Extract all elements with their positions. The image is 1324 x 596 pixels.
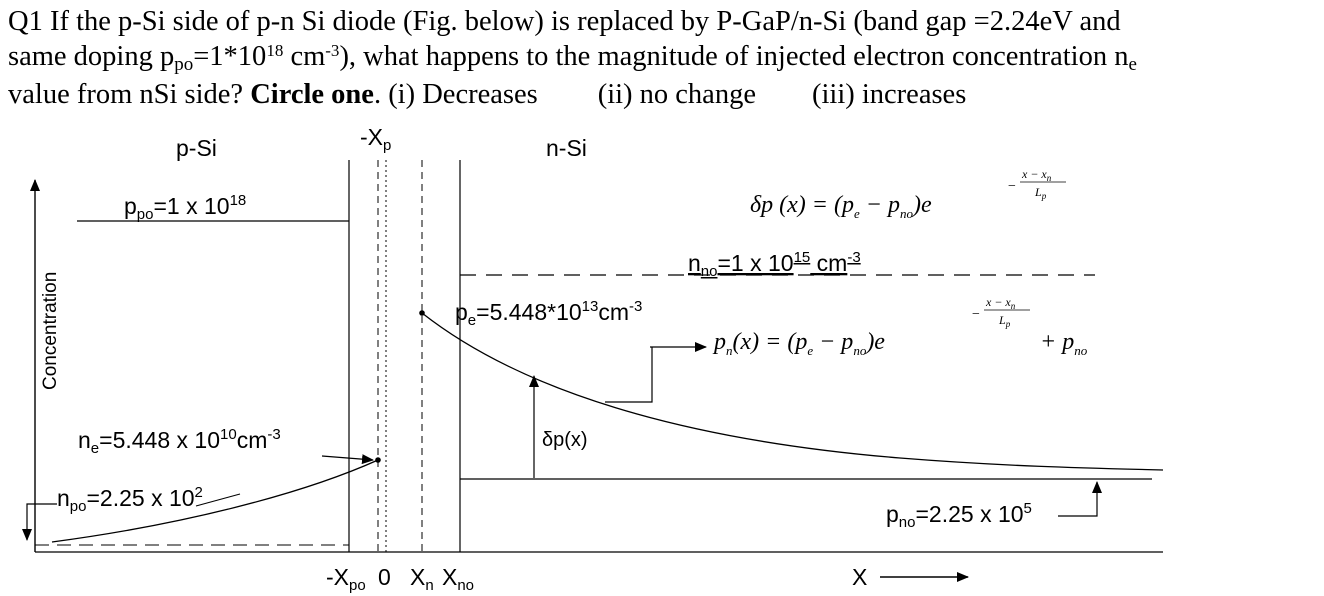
tick-zero: 0 [378, 564, 391, 590]
x-axis-label: X [852, 564, 867, 590]
npo-arrow [22, 503, 57, 541]
svg-text:x − xn: x − xn [985, 295, 1016, 311]
option-increases[interactable]: (iii) increases [812, 79, 967, 110]
exponent-2: − x − xn Lp [972, 295, 1030, 329]
pno-label: pno=2.25 x 105 [886, 500, 1032, 531]
y-axis-label: Concentration [40, 272, 61, 390]
svg-text:x − xn: x − xn [1021, 167, 1052, 183]
tick-xno: Xno [442, 564, 474, 594]
n-si-label: n-Si [546, 135, 587, 161]
neg-xp-label: -Xp [360, 124, 391, 154]
delta-p-equation: δp (x) = (pe − pno)e [750, 192, 932, 221]
pn-equation: pn(x) = (pe − pno)e [712, 329, 885, 358]
option-no-change[interactable]: (ii) no change [597, 79, 756, 110]
ne-point [375, 457, 381, 463]
delta-p-label: δp(x) [542, 429, 588, 451]
question-text: Q1 If the p-Si side of p-n Si diode (Fig… [8, 4, 1318, 112]
ne-arrow [321, 454, 374, 465]
svg-text:−: − [1008, 179, 1016, 194]
tick-xn: Xn [410, 564, 434, 594]
ne-label: ne=5.448 x 1010cm-3 [78, 426, 281, 457]
eq2-bracket [605, 347, 653, 403]
np-curve [51, 459, 379, 543]
npo-underline [195, 493, 241, 507]
pe-point [419, 310, 425, 316]
svg-text:−: − [972, 307, 980, 322]
svg-text:Lp: Lp [1034, 185, 1047, 201]
npo-label: npo=2.25 x 102 [57, 484, 203, 515]
question-line-1: Q1 If the p-Si side of p-n Si diode (Fig… [8, 6, 1121, 37]
question-line-3: value from nSi side? Circle one. (i) Dec… [8, 79, 967, 110]
svg-text:Lp: Lp [998, 313, 1011, 329]
pe-label: pe=5.448*1013cm-3 [455, 298, 642, 329]
pn-equation-plus: + pno [1040, 329, 1088, 358]
option-decreases[interactable]: . (i) Decreases [373, 79, 538, 110]
pno-arrow [1058, 481, 1102, 517]
nno-label: nno=1 x 1015 cm-3 [688, 249, 861, 280]
tick-neg-xpo: -Xpo [326, 564, 366, 594]
exponent-1: − x − xn Lp [1008, 167, 1066, 201]
question-line-2: same doping ppo=1*1018 cm-3), what happe… [8, 41, 1137, 75]
circle-one-instruction: Circle one [250, 79, 374, 110]
ppo-label: ppo=1 x 1018 [124, 192, 246, 223]
pn-decay-curve [421, 312, 1164, 471]
p-si-label: p-Si [176, 135, 217, 161]
